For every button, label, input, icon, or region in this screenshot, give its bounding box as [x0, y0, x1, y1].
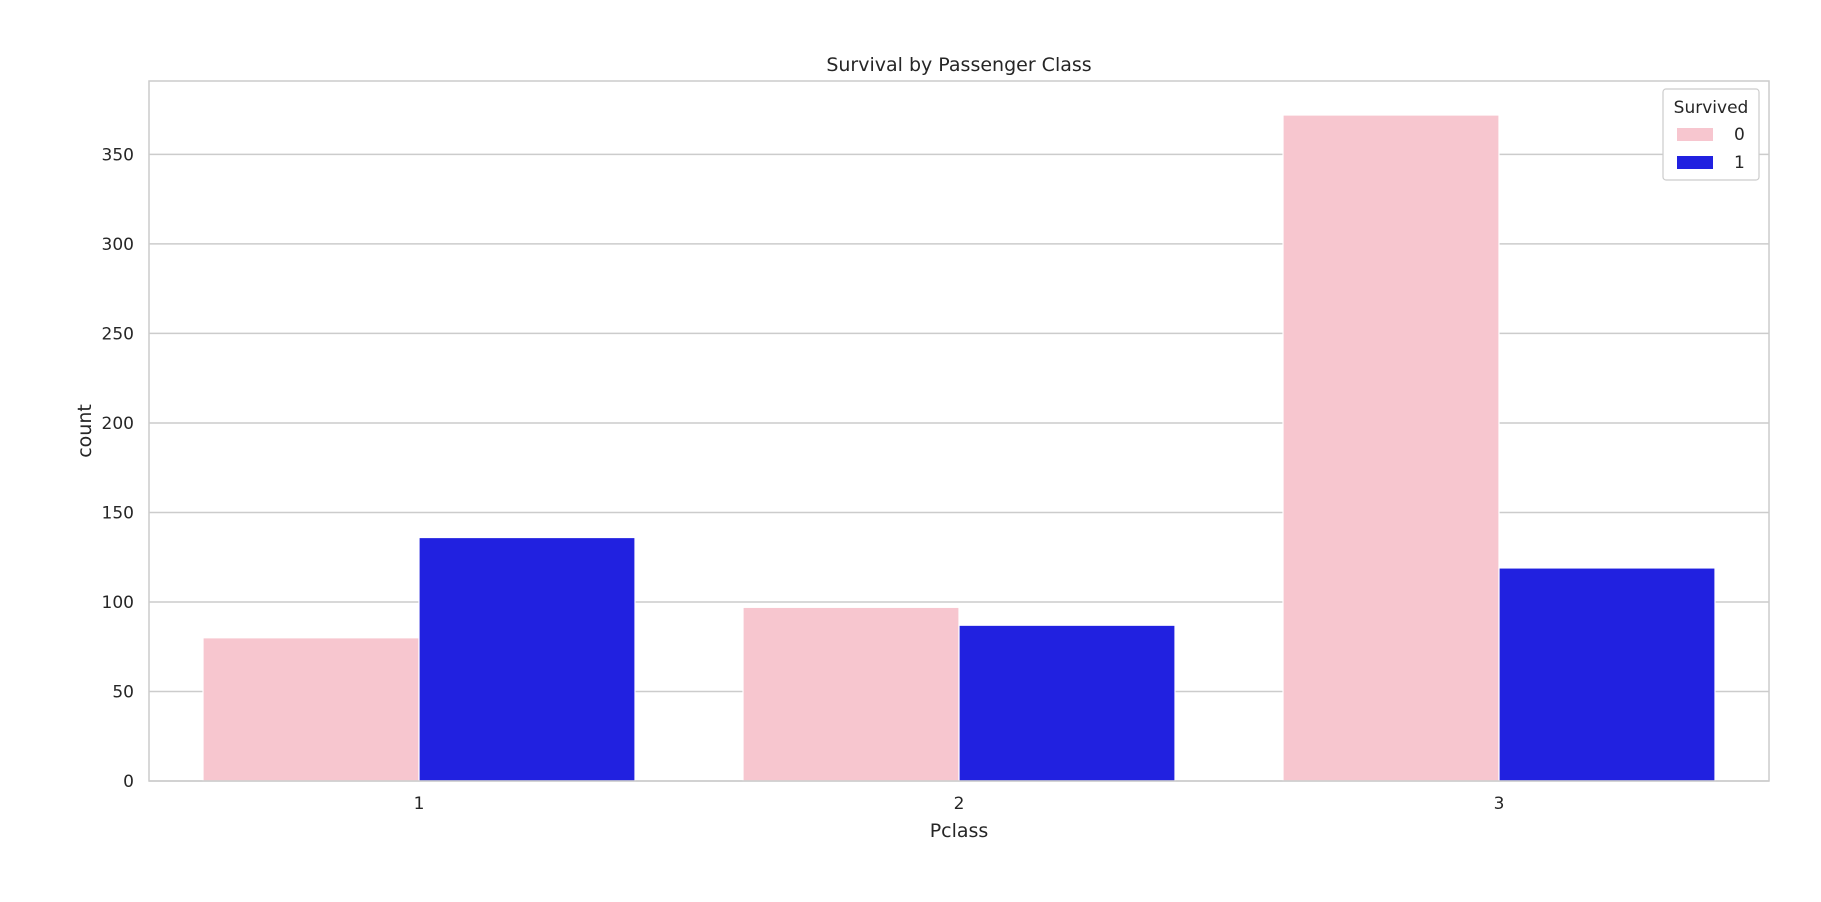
y-axis-label: count	[74, 404, 96, 458]
y-tick-label: 250	[102, 324, 134, 344]
bar-pclass-2-survived-0	[742, 606, 960, 782]
x-tick-label: 2	[954, 794, 965, 814]
plot-frame	[148, 80, 1770, 782]
legend-title: Survived	[1674, 98, 1749, 118]
bars	[202, 114, 1716, 782]
x-tick-label: 3	[1494, 794, 1505, 814]
x-tick-label: 1	[414, 794, 425, 814]
x-tick-labels: 1 2 3	[414, 794, 1505, 814]
bar-pclass-3-survived-1	[1498, 567, 1716, 782]
y-tick-label: 150	[102, 503, 134, 523]
legend-label: 0	[1734, 125, 1745, 145]
y-tick-labels: 0 50 100 150 200 250 300 350	[102, 145, 134, 792]
legend: Survived 01	[1662, 88, 1760, 181]
legend-label: 1	[1734, 153, 1745, 173]
x-axis-label: Pclass	[930, 820, 989, 842]
bar-pclass-3-survived-0	[1282, 114, 1500, 782]
y-tick-label: 350	[102, 145, 134, 165]
bar-pclass-1-survived-1	[418, 536, 636, 782]
y-tick-label: 50	[112, 682, 134, 702]
bar-pclass-1-survived-0	[202, 637, 420, 782]
legend-swatch	[1677, 128, 1713, 141]
bar-pclass-2-survived-1	[958, 624, 1176, 782]
y-tick-label: 100	[102, 593, 134, 613]
legend-swatch	[1677, 156, 1713, 169]
legend-entries: 01	[1677, 125, 1745, 173]
y-tick-label: 300	[102, 235, 134, 255]
chart-title: Survival by Passenger Class	[826, 54, 1091, 76]
y-tick-label: 0	[123, 772, 134, 792]
y-tick-label: 200	[102, 414, 134, 434]
